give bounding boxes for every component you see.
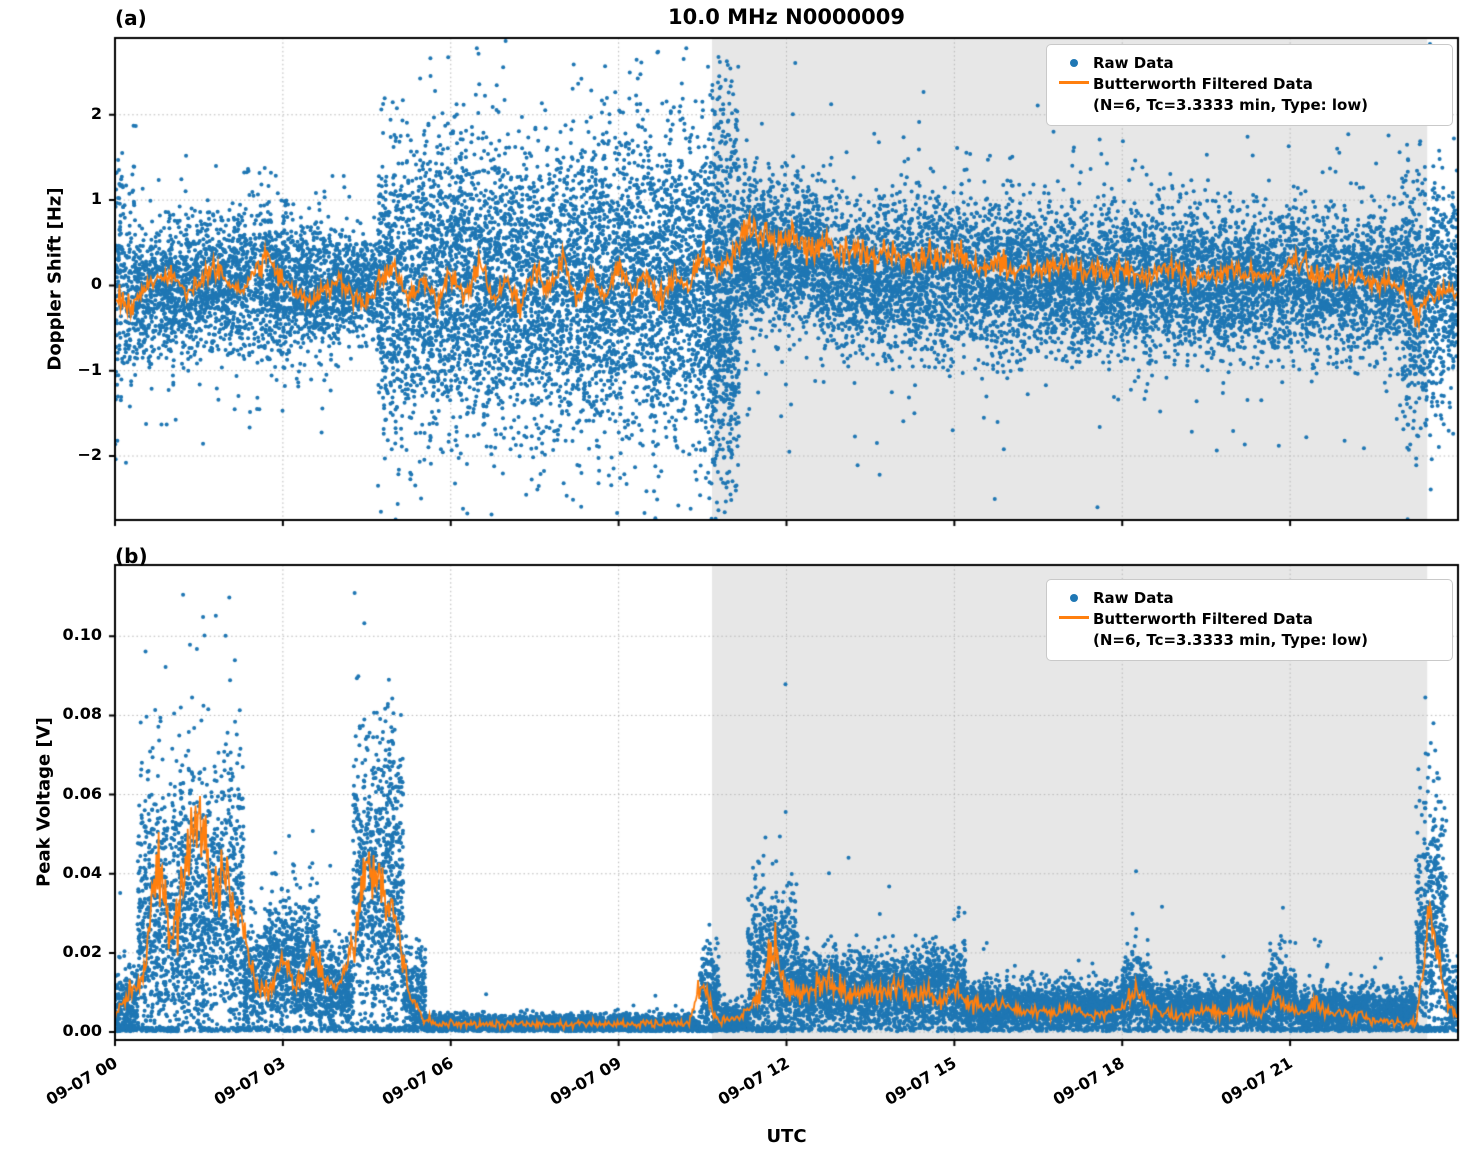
y-tick-label: 0 <box>90 274 102 294</box>
legend-raw-label: Raw Data <box>1093 54 1174 72</box>
panel-b-label: (b) <box>115 544 148 568</box>
panel-a-label: (a) <box>115 6 147 30</box>
x-axis-label: UTC <box>766 1126 807 1147</box>
y-tick-label: 2 <box>90 103 102 123</box>
y-tick-label: 1 <box>90 189 102 209</box>
raw-data-marker-icon <box>1055 59 1093 68</box>
legend-raw-label: Raw Data <box>1093 589 1174 607</box>
legend-filtered-label: Butterworth Filtered Data <box>1093 610 1313 629</box>
legend-filtered-params: (N=6, Tc=3.3333 min, Type: low) <box>1093 95 1369 114</box>
legend-filtered-row: Butterworth Filtered Data (N=6, Tc=3.333… <box>1055 74 1444 115</box>
filtered-line-marker-icon <box>1055 616 1093 620</box>
raw-data-marker-icon <box>1055 594 1093 603</box>
filtered-line-marker-icon <box>1055 81 1093 85</box>
legend-filtered-params: (N=6, Tc=3.3333 min, Type: low) <box>1093 630 1369 649</box>
legend-b: Raw Data Butterworth Filtered Data (N=6,… <box>1046 579 1453 661</box>
legend-raw-row: Raw Data <box>1055 588 1444 608</box>
legend-filtered-row: Butterworth Filtered Data (N=6, Tc=3.333… <box>1055 609 1444 650</box>
legend-a: Raw Data Butterworth Filtered Data (N=6,… <box>1046 44 1453 126</box>
y-tick-label: 0.04 <box>62 862 102 882</box>
legend-raw-row: Raw Data <box>1055 53 1444 73</box>
figure-title: 10.0 MHz N0000009 <box>668 5 905 29</box>
y-tick-label: 0.08 <box>62 704 102 724</box>
y-tick-label: 0.02 <box>62 941 102 961</box>
y-tick-label: 0.10 <box>62 625 102 645</box>
y-tick-label: −1 <box>77 359 102 379</box>
y-tick-label: 0.00 <box>62 1021 102 1041</box>
y-tick-label: −2 <box>77 445 102 465</box>
legend-filtered-label: Butterworth Filtered Data <box>1093 75 1313 94</box>
y-tick-label: 0.06 <box>62 783 102 803</box>
